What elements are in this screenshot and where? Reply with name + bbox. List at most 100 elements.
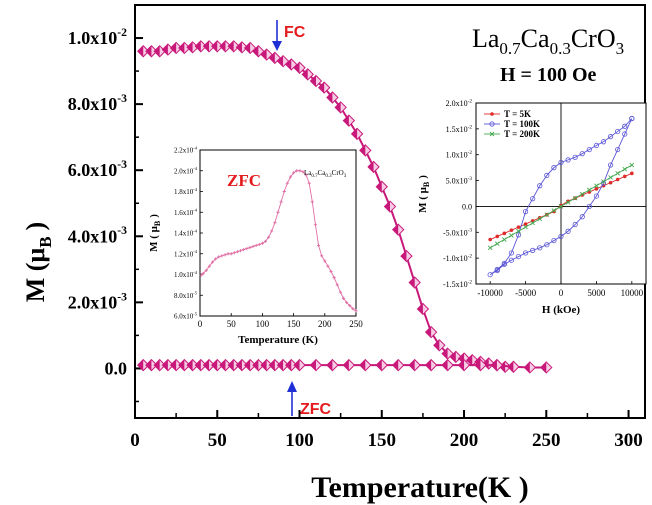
main-point-fc-42-half [483, 357, 489, 369]
mh-point-1-15 [522, 209, 529, 215]
zfc-inset-point-44 [335, 283, 339, 287]
main-point-fc-23-half [326, 92, 333, 104]
main-ylabel-text: M ( [21, 263, 50, 303]
mh-point-2-2 [502, 237, 507, 242]
main-point-fc-10 [219, 40, 232, 53]
mh-point-1-25 [522, 250, 529, 256]
zfc-inset-point-9 [226, 252, 230, 256]
zfc-inset-point-39 [320, 254, 324, 258]
main-ytick-label-4-exp: -3 [117, 92, 127, 105]
main-point-zfc-10-half [219, 359, 226, 371]
zfc-arrow-head [287, 381, 297, 392]
mh-point-2-14 [587, 187, 592, 193]
zfc-ytick-label-0: 6.0x10-5 [174, 311, 198, 320]
zfc-inset-x-label: Temperature (K) [238, 334, 318, 346]
mh-ytick-label-1: -1.0x10-2 [443, 254, 472, 264]
main-ytick-label-5-exp: -2 [117, 26, 127, 39]
zfc-ytick-label-8-base: 2.2x10 [174, 147, 194, 155]
main-point-zfc-4-half [170, 359, 177, 371]
main-point-fc-26 [350, 127, 364, 141]
mh-ytick-label-4: 5.0x10-3 [446, 176, 473, 186]
zfc-inset-point-4 [210, 260, 215, 264]
zfc-inset-point-7 [220, 254, 224, 258]
mh-point-0-3 [509, 228, 514, 233]
main-point-zfc-32-half [507, 361, 514, 373]
mh-legend-label-1: T = 100K [504, 119, 540, 129]
main-point-zfc-11 [227, 358, 240, 372]
zfc-inset-point-48 [348, 304, 352, 308]
mh-point-1-16 [515, 232, 522, 238]
main-ytick-label-3-base: 6.0x10 [68, 160, 118, 180]
zfc-inset-point-45 [338, 290, 342, 294]
zfc-ytick-label-3: 1.2x10-4 [174, 249, 198, 258]
main-point-fc-22 [317, 81, 331, 94]
mh-legend-marker-0 [490, 112, 494, 116]
main-point-fc-38 [449, 350, 463, 364]
field-label: H = 100 Oe [500, 64, 597, 86]
zfc-inset-point-46 [341, 296, 346, 300]
main-point-zfc-23-half [359, 359, 366, 371]
mh-point-2-17 [608, 175, 613, 180]
fc-label: FC [284, 24, 306, 41]
main-xtick-label-3: 150 [368, 430, 397, 451]
zfc-inset-point-34 [304, 173, 308, 177]
main-point-zfc-6-half [187, 359, 193, 371]
main-point-zfc-7-half [195, 359, 201, 371]
zfc-ytick-label-0-exp: -5 [193, 311, 198, 316]
title-sub3: 3 [616, 39, 625, 58]
mh-point-1-32 [572, 221, 578, 228]
zfc-inset-point-11 [232, 251, 236, 255]
mh-inset-y-label: M ( μB) [417, 175, 431, 213]
mh-ytick-label-1-base: -1.0x10 [443, 254, 468, 263]
main-point-zfc-9-half [211, 359, 218, 371]
mh-inset-series [476, 103, 646, 284]
main-point-zfc-21-half [326, 359, 333, 371]
main-point-zfc-27 [424, 358, 438, 372]
main-point-zfc-0-half [137, 359, 144, 371]
mh-inset-x-label: H (kOe) [542, 304, 581, 316]
mh-point-1-17 [508, 250, 515, 256]
main-point-fc-8 [202, 40, 216, 53]
main-point-fc-19-half [294, 62, 300, 74]
main-xtick-label-5: 250 [532, 430, 561, 451]
main-ytick-label-0-base: 0.0 [105, 358, 128, 378]
zfc-inset-point-3 [207, 264, 211, 268]
zfc-xtick-label-3: 150 [287, 319, 301, 329]
zfc-inset-point-6 [217, 255, 221, 259]
main-point-fc-27 [359, 144, 372, 157]
main-point-zfc-12-half [236, 359, 242, 371]
main-point-zfc-19 [293, 358, 306, 372]
zfc-ylabel-sub: B [153, 220, 162, 226]
main-point-fc-23 [326, 91, 339, 104]
main-y-axis: 0.02.0x10-34.0x10-36.0x10-38.0x10-31.0x1… [68, 4, 143, 403]
zfc-inset-compound: La0.7Ca0.3CrO3 [304, 169, 347, 179]
main-point-zfc-28-half [442, 359, 448, 371]
main-point-fc-29 [375, 180, 388, 193]
main-ylabel-close: ) [21, 222, 50, 231]
mh-legend-label-2: T = 200K [504, 129, 540, 139]
main-point-zfc-33-half [524, 361, 530, 373]
main-point-zfc-1-half [145, 359, 152, 371]
zfc-inset-point-43 [332, 276, 336, 280]
mh-ytick-label-2-exp: -3 [468, 228, 473, 234]
mh-ylabel-close: ) [417, 175, 429, 179]
mh-ylabel-sub: B [422, 181, 431, 187]
mh-point-1-37 [607, 162, 614, 168]
zfc-inset-y-label: M ( μB) [148, 214, 162, 252]
main-point-fc-12-half [236, 41, 242, 53]
mh-ytick-label-3: 0.0 [462, 202, 472, 211]
main-point-fc-6-half [187, 41, 193, 53]
mh-point-1-20 [487, 272, 493, 278]
main-point-fc-10-half [219, 40, 226, 52]
mh-point-1-7 [579, 151, 585, 157]
main-point-fc-25-half [343, 115, 349, 127]
main-point-zfc-29-half [458, 359, 465, 371]
zfc-ytick-label-2: 1.0x10-4 [174, 270, 198, 279]
main-point-fc-21 [309, 74, 323, 88]
main-point-fc-0-half [137, 45, 144, 57]
main-ytick-label-4: 8.0x10-3 [68, 92, 127, 114]
main-point-zfc-34 [540, 361, 553, 374]
main-plot: 0.02.0x10-34.0x10-36.0x10-38.0x10-31.0x1… [21, 4, 646, 504]
zfc-inset-point-50 [354, 309, 358, 313]
